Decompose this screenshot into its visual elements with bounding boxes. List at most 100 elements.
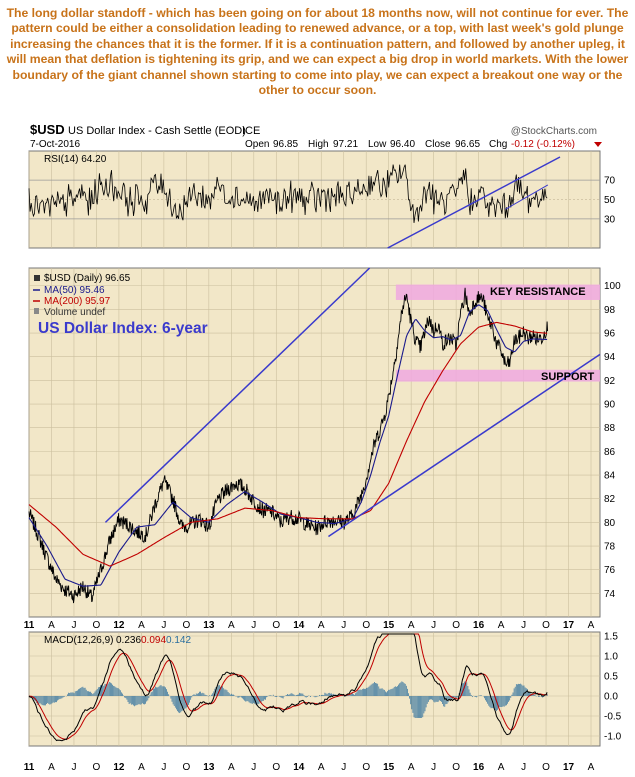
key-resistance-zone [395,284,600,300]
x-tick-label: J [71,762,76,773]
macd-tick-label: 0.0 [604,692,618,703]
chart-title: US Dollar Index: 6-year [38,320,208,337]
ma50-line [28,304,548,587]
macd-line [28,633,548,742]
x-tick-label: J [341,762,346,773]
volume-legend-icon [34,308,39,314]
x-tick-label: 17 [563,620,575,631]
x-tick-label: J [341,620,346,631]
high-value: 97.21 [333,139,358,150]
x-tick-label: 16 [473,620,485,631]
support-zone [395,369,600,382]
macd-tick-label: 1.5 [604,632,618,643]
x-tick-label: A [588,762,595,773]
macd-tick-label: -1.0 [604,732,622,743]
x-tick-label: O [542,620,550,631]
x-tick-label: A [228,762,235,773]
symbol-label: $USD [30,122,65,137]
x-tick-label: A [48,620,55,631]
key-resistance-label: KEY RESISTANCE [490,286,586,298]
x-tick-label: 15 [383,762,395,773]
down-arrow-icon [594,142,602,147]
close-label: Close [425,139,451,150]
price-tick-label: 94 [604,352,616,363]
x-tick-label: 12 [113,762,125,773]
x-tick-label: O [93,762,101,773]
x-tick-label: 12 [113,620,125,631]
usd-price-line [28,287,549,604]
price-tick-label: 92 [604,376,616,387]
legend-ma50: MA(50) 95.46 [44,285,105,296]
close-value: 96.65 [455,139,480,150]
low-label: Low [368,139,387,150]
x-tick-label: A [318,620,325,631]
symbol-legend-icon [34,275,40,281]
x-tick-label: 13 [203,620,215,631]
price-tick-label: 86 [604,447,616,458]
index-name: US Dollar Index - Cash Settle (EOD) [68,125,246,137]
x-tick-label: O [272,762,280,773]
chg-label: Chg [489,139,507,150]
commentary-text: The long dollar standoff - which has bee… [6,6,629,98]
price-tick-label: 80 [604,518,616,529]
ma200-line [28,321,548,567]
price-tick-label: 74 [604,589,616,600]
x-tick-label: O [542,762,550,773]
rsi-tick-label: 70 [604,176,616,187]
x-tick-label: J [71,620,76,631]
x-tick-label: 11 [24,620,35,631]
x-tick-label: O [452,620,460,631]
x-tick-label: 16 [473,762,485,773]
x-tick-label: O [362,762,370,773]
x-tick-label: 14 [293,620,305,631]
macd-tick-label: -0.5 [604,712,622,723]
x-tick-label: J [431,762,436,773]
legend-volume: Volume undef [44,307,105,318]
x-tick-label: O [182,620,190,631]
open-value: 96.85 [273,139,298,150]
macd-label: MACD(12,26,9) [44,635,113,646]
source-label: @StockCharts.com [511,126,597,137]
macd-hist-value: 0.142 [166,635,191,646]
x-tick-label: J [251,620,256,631]
x-tick-label: J [521,620,526,631]
x-tick-label: A [228,620,235,631]
x-tick-label: A [498,620,505,631]
price-tick-label: 90 [604,400,616,411]
price-tick-label: 82 [604,494,616,505]
x-tick-label: J [161,762,166,773]
x-tick-label: A [318,762,325,773]
macd-signal-value: 0.094 [141,635,166,646]
x-tick-label: J [431,620,436,631]
support-label: SUPPORT [541,371,594,383]
macd-tick-label: 1.0 [604,652,618,663]
x-tick-label: A [138,762,145,773]
chg-value: -0.12 (-0.12%) [511,139,575,150]
price-tick-label: 78 [604,542,616,553]
x-tick-label: O [362,620,370,631]
macd-signal-line [28,633,548,740]
price-tick-label: 96 [604,329,616,340]
open-label: Open [245,139,269,150]
macd-tick-label: 0.5 [604,672,618,683]
x-tick-label: 15 [383,620,395,631]
x-tick-label: 14 [293,762,305,773]
x-tick-label: J [161,620,166,631]
x-tick-label: O [93,620,101,631]
rsi-label: RSI(14) 64.20 [44,154,107,165]
price-tick-label: 84 [604,471,616,482]
x-tick-label: A [498,762,505,773]
x-tick-label: A [588,620,595,631]
x-tick-label: 17 [563,762,575,773]
macd-value: 0.236 [116,635,141,646]
price-tick-label: 100 [604,281,621,292]
x-tick-label: O [452,762,460,773]
exchange-label: ICE [242,125,260,137]
price-tick-label: 88 [604,423,616,434]
rsi-trend-line [505,184,549,210]
rsi-line [28,164,548,223]
price-panel [28,267,601,618]
x-tick-label: J [251,762,256,773]
price-tick-label: 98 [604,305,616,316]
x-tick-label: A [408,620,415,631]
